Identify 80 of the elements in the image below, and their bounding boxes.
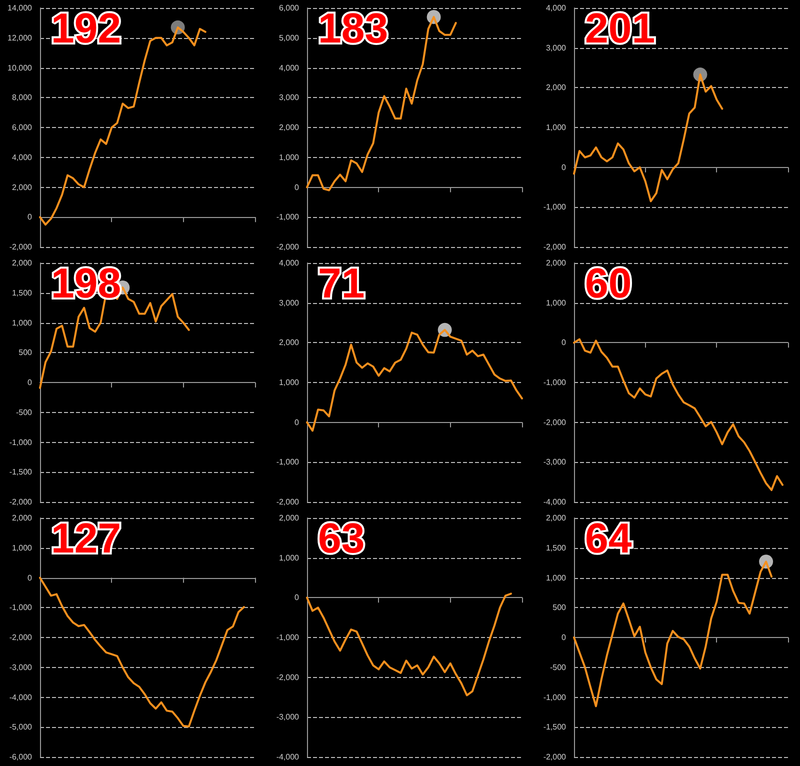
line-series (39, 576, 245, 728)
y-tick-label: 1,000 (278, 378, 300, 387)
y-tick-label: 500 (552, 603, 567, 612)
y-tick-label: 0 (562, 338, 567, 348)
y-tick-label: -2,000 (276, 672, 300, 682)
y-tick-label: 500 (18, 348, 33, 358)
chart-title: 60 (585, 260, 632, 306)
y-tick-label: 8,000 (12, 93, 33, 102)
y-tick-label: -2,000 (276, 242, 300, 252)
y-tick-label: 1,000 (546, 573, 567, 582)
line-series (573, 338, 784, 492)
y-tick-label: -500 (16, 408, 33, 417)
y-tick-label: 1,000 (12, 543, 33, 552)
y-tick-label: 2,000 (546, 83, 567, 92)
y-tick-label: -3,000 (543, 458, 567, 467)
y-tick-label: -1,500 (9, 468, 33, 477)
y-tick-label: 0 (294, 182, 300, 192)
y-tick-label: 1,000 (12, 318, 33, 328)
y-tick-label: -2,000 (276, 498, 300, 506)
y-tick-label: -1,000 (9, 438, 33, 447)
y-tick-label: 5,000 (278, 33, 300, 42)
y-tick-label: -2,000 (543, 418, 567, 427)
y-tick-label: 0 (28, 378, 33, 387)
y-tick-label: -1,000 (9, 603, 33, 612)
y-tick-label: -1,000 (543, 378, 567, 387)
y-tick-label: 0 (28, 573, 33, 582)
y-tick-label: -4,000 (9, 692, 33, 702)
y-tick-label: 4,000 (12, 152, 33, 162)
y-tick-label: 0 (294, 418, 300, 427)
y-tick-label: -2,000 (9, 633, 33, 642)
y-tick-label: 0 (562, 162, 567, 172)
y-tick-label: -5,000 (9, 722, 33, 732)
y-tick-label: 1,000 (278, 553, 300, 562)
y-tick-label: 1,500 (546, 543, 567, 552)
y-tick-label: 2,000 (546, 258, 567, 268)
y-tick-label: 6,000 (278, 4, 300, 12)
y-tick-label: -3,000 (9, 662, 33, 672)
y-tick-label: 2,000 (546, 514, 567, 522)
chart-title: 201 (585, 4, 656, 52)
y-tick-label: 1,000 (278, 152, 300, 162)
y-tick-label: 10,000 (8, 63, 33, 72)
chart-title: 63 (318, 514, 365, 562)
y-tick-label: -500 (550, 662, 567, 672)
y-tick-label: 4,000 (546, 4, 567, 12)
y-tick-label: 4,000 (278, 258, 300, 268)
y-tick-label: 2,000 (12, 182, 33, 192)
y-tick-label: -1,000 (276, 458, 300, 467)
y-tick-label: 1,500 (12, 288, 33, 298)
y-tick-label: -4,000 (543, 498, 567, 506)
y-tick-label: 0 (28, 212, 33, 222)
y-tick-label: 2,000 (12, 514, 33, 522)
y-tick-label: -2,000 (9, 498, 33, 506)
y-tick-label: 4,000 (278, 63, 300, 72)
y-tick-label: 1,000 (546, 298, 567, 308)
y-tick-label: -4,000 (276, 752, 300, 762)
chart-title: 71 (318, 260, 365, 306)
y-tick-label: -1,000 (543, 692, 567, 702)
y-tick-label: 1,000 (546, 123, 567, 132)
y-tick-label: 2,000 (278, 338, 300, 348)
y-tick-label: 6,000 (12, 123, 33, 132)
line-series (306, 592, 512, 696)
y-tick-label: -1,000 (276, 212, 300, 222)
y-tick-label: 0 (562, 633, 567, 642)
y-tick-label: 2,000 (278, 514, 300, 522)
y-tick-label: 2,000 (278, 123, 300, 132)
y-tick-label: -2,000 (543, 752, 567, 762)
y-tick-label: 3,000 (278, 93, 300, 102)
y-tick-label: 3,000 (546, 43, 567, 52)
y-tick-label: -6,000 (9, 752, 33, 762)
y-tick-label: -2,000 (9, 242, 33, 252)
y-tick-label: -1,000 (276, 633, 300, 642)
y-tick-label: 12,000 (8, 33, 33, 42)
y-tick-label: -1,000 (543, 202, 567, 212)
y-tick-label: 14,000 (8, 4, 33, 12)
y-tick-label: 0 (294, 593, 300, 602)
y-tick-label: -1,500 (543, 722, 567, 732)
y-tick-label: -3,000 (276, 712, 300, 722)
y-tick-label: -2,000 (543, 242, 567, 252)
y-tick-label: 2,000 (12, 258, 33, 268)
y-tick-label: 3,000 (278, 298, 300, 308)
